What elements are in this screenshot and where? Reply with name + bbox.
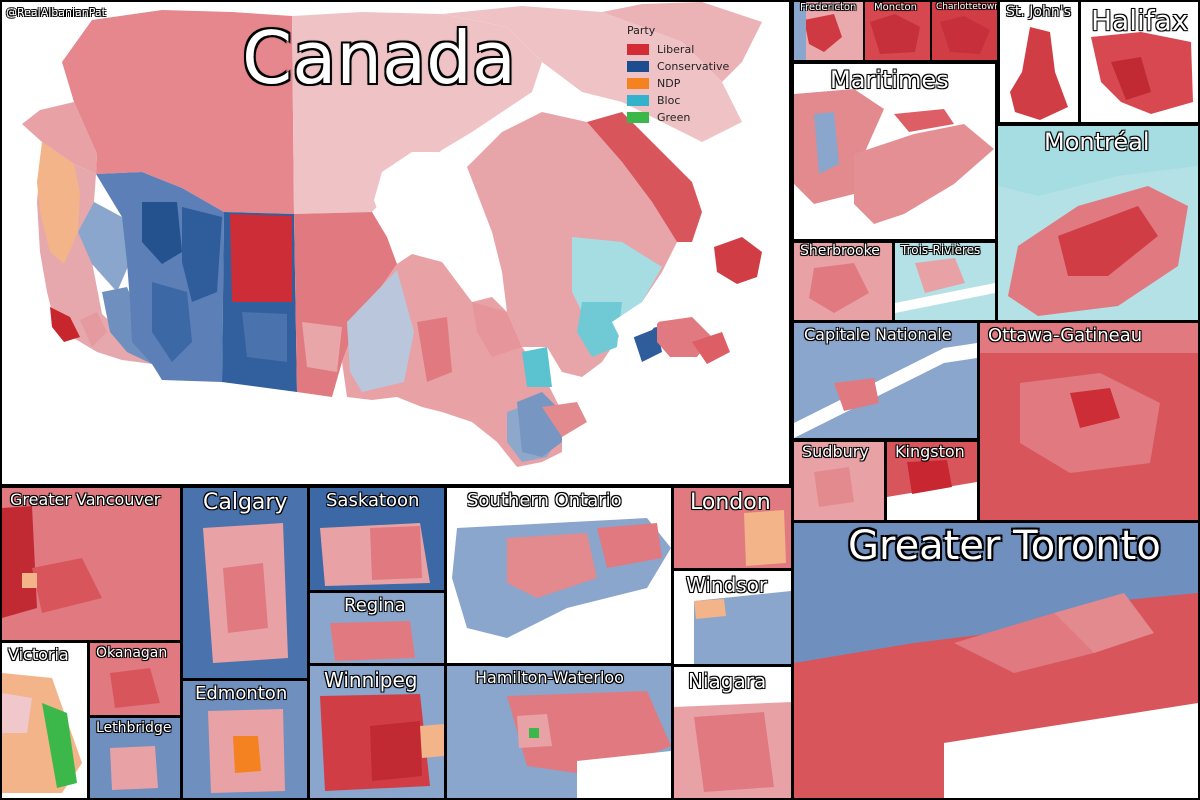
legend-item-liberal: Liberal bbox=[627, 41, 729, 58]
inset-capitale-nationale: Capitale Nationale bbox=[794, 323, 977, 438]
inset-charlottetown: Charlottetown bbox=[932, 2, 997, 60]
inset-lethbridge: Lethbridge bbox=[90, 718, 180, 798]
legend-swatch bbox=[627, 95, 649, 106]
legend-item-bloc: Bloc bbox=[627, 92, 729, 109]
inset-greater-toronto: Greater Toronto bbox=[794, 523, 1198, 798]
inset-sherbrooke: Sherbrooke bbox=[794, 243, 892, 320]
inset-fredericton: Fredericton bbox=[794, 2, 863, 60]
inset-trois-rivieres: Trois-Rivières bbox=[895, 243, 995, 320]
inset-label-okanagan: Okanagan bbox=[96, 645, 168, 661]
inset-hamilton-waterloo: Hamilton-Waterloo bbox=[447, 666, 671, 798]
inset-label-greater-toronto: Greater Toronto bbox=[848, 523, 1161, 569]
inset-label-kingston: Kingston bbox=[895, 442, 965, 461]
inset-london: London bbox=[674, 488, 791, 568]
inset-label-saskatoon: Saskatoon bbox=[326, 490, 420, 511]
inset-greater-vancouver: Greater Vancouver bbox=[2, 488, 180, 640]
inset-label-hamilton-waterloo: Hamilton-Waterloo bbox=[475, 668, 624, 687]
inset-southern-ontario: Southern Ontario bbox=[447, 488, 671, 663]
inset-okanagan: Okanagan bbox=[90, 643, 180, 715]
inset-calgary: Calgary bbox=[183, 488, 307, 678]
inset-kingston: Kingston bbox=[887, 442, 977, 520]
inset-label-montreal: Montréal bbox=[1044, 128, 1150, 156]
inset-victoria: Victoria bbox=[2, 643, 87, 798]
inset-label-halifax: Halifax bbox=[1091, 4, 1189, 37]
page-title: Canada bbox=[242, 16, 516, 100]
inset-label-calgary: Calgary bbox=[203, 490, 288, 515]
inset-ottawa-gatineau: Ottawa-Gatineau bbox=[980, 323, 1198, 520]
inset-label-victoria: Victoria bbox=[8, 645, 69, 664]
inset-winnipeg: Winnipeg bbox=[310, 666, 444, 798]
inset-label-windsor: Windsor bbox=[686, 573, 768, 597]
legend: Party Liberal Conservative NDP Bloc Gree… bbox=[627, 24, 729, 126]
inset-halifax: Halifax bbox=[1081, 2, 1198, 122]
inset-label-moncton: Moncton bbox=[874, 2, 917, 13]
legend-item-ndp: NDP bbox=[627, 75, 729, 92]
inset-saskatoon: Saskatoon bbox=[310, 488, 444, 590]
inset-label-edmonton: Edmonton bbox=[195, 683, 288, 704]
inset-label-sudbury: Sudbury bbox=[802, 442, 869, 461]
canada-map-panel: @RealAlbanianPat Canada Party Liberal Co… bbox=[2, 2, 789, 484]
legend-item-conservative: Conservative bbox=[627, 58, 729, 75]
inset-label-sherbrooke: Sherbrooke bbox=[800, 243, 880, 259]
inset-label-regina: Regina bbox=[344, 595, 406, 616]
inset-label-niagara: Niagara bbox=[688, 669, 767, 693]
inset-moncton: Moncton bbox=[865, 2, 930, 60]
legend-swatch bbox=[627, 112, 649, 123]
legend-swatch bbox=[627, 61, 649, 72]
inset-edmonton: Edmonton bbox=[183, 681, 307, 798]
inset-label-trois-rivieres: Trois-Rivières bbox=[901, 243, 981, 257]
legend-item-green: Green bbox=[627, 109, 729, 126]
inset-label-maritimes: Maritimes bbox=[830, 66, 949, 94]
inset-label-winnipeg: Winnipeg bbox=[324, 668, 418, 692]
author-credit: @RealAlbanianPat bbox=[6, 6, 106, 19]
inset-windsor: Windsor bbox=[674, 571, 791, 664]
inset-st-johns: St. John's bbox=[1000, 2, 1078, 122]
inset-niagara: Niagara bbox=[674, 667, 791, 798]
inset-montreal: Montréal bbox=[998, 126, 1198, 320]
inset-label-lethbridge: Lethbridge bbox=[96, 720, 172, 736]
canada-map-shapes bbox=[2, 2, 789, 484]
inset-label-charlottetown: Charlottetown bbox=[936, 2, 997, 12]
inset-label-capitale-nationale: Capitale Nationale bbox=[804, 325, 952, 344]
inset-maritimes: Maritimes bbox=[794, 64, 995, 239]
inset-regina: Regina bbox=[310, 593, 444, 663]
inset-label-st-johns: St. John's bbox=[1006, 4, 1071, 20]
inset-label-fredericton: Fredericton bbox=[800, 2, 857, 13]
legend-swatch bbox=[627, 44, 649, 55]
inset-label-london: London bbox=[690, 490, 771, 515]
inset-label-southern-ontario: Southern Ontario bbox=[467, 490, 622, 511]
inset-label-greater-vancouver: Greater Vancouver bbox=[10, 490, 161, 509]
inset-label-ottawa-gatineau: Ottawa-Gatineau bbox=[988, 325, 1143, 346]
legend-swatch bbox=[627, 78, 649, 89]
legend-title: Party bbox=[627, 24, 656, 37]
inset-sudbury: Sudbury bbox=[794, 442, 884, 520]
